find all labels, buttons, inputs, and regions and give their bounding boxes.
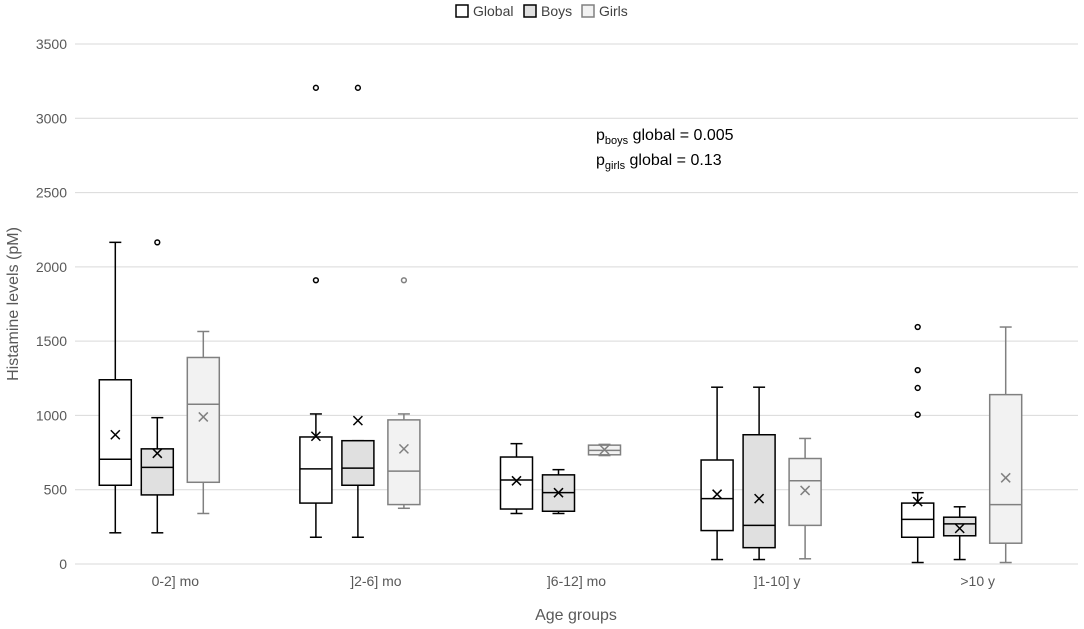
legend-label-girls: Girls [599,3,628,19]
annotation-p-boys-base: p [596,127,605,144]
box-iqr [341,439,375,487]
box-global [900,323,935,564]
mean-marker [398,443,409,454]
annotation-p-girls: pgirls global = 0.13 [596,152,722,172]
outlier-point [914,366,921,374]
y-tick-label: 500 [44,482,68,498]
box-boys [742,386,776,561]
legend-swatch-boys [523,4,537,18]
x-tick-label: 0-2] mo [152,573,200,589]
x-tick-label: ]1-10] y [754,573,801,589]
annotation-p-boys-text: global = 0.005 [628,127,734,144]
x-axis: 0-2] mo ]2-6] mo ]6-12] mo ]1-10] y >10 y [75,563,1078,589]
y-tick-label: 1000 [36,407,67,423]
y-tick-label: 3000 [36,110,67,126]
annotation-p-girls-text: global = 0.13 [625,152,722,169]
box-iqr [140,448,175,496]
annotation-p-boys-sub: boys [605,135,629,147]
box-boys [140,239,175,534]
annotation-p-girls-base: p [596,152,605,169]
box-iqr [988,393,1023,544]
gridlines [75,43,1078,565]
y-axis-title: Histamine levels (pM) [5,227,22,381]
mean-marker [800,485,811,496]
mean-marker [912,496,923,507]
mean-marker [754,493,765,504]
outlier-point [914,411,921,418]
mean-marker [352,415,363,426]
outlier-point [914,384,921,392]
mean-marker [152,448,163,459]
legend-label-boys: Boys [541,3,572,19]
y-tick-label: 2000 [36,259,67,275]
mean-marker [599,444,610,455]
box-girls [988,326,1023,564]
y-tick-label: 2500 [36,185,67,201]
legend: Global Boys Girls [455,3,628,19]
box-iqr [942,516,977,537]
legend-swatch-girls [581,4,595,18]
mean-marker [712,489,723,500]
mean-marker [1000,472,1011,483]
box-iqr [788,457,822,527]
x-tick-label: ]2-6] mo [350,573,402,589]
box-iqr [299,436,333,504]
box-boys [341,84,375,539]
box-girls [387,277,421,510]
mean-marker [310,431,321,442]
box-iqr [98,379,133,487]
y-tick-label: 3500 [36,36,67,52]
box-boys [541,468,576,515]
box-girls [788,437,822,560]
plot-area [98,84,1023,564]
x-tick-label: ]6-12] mo [547,573,606,589]
box-global [98,241,133,534]
outlier-point [312,277,320,284]
mean-marker [198,411,209,422]
mean-marker [553,487,564,498]
box-iqr [387,419,421,506]
mean-marker [511,475,522,486]
outlier-point [914,323,921,331]
box-iqr [186,356,221,484]
box-global [499,442,534,515]
legend-label-global: Global [473,3,513,19]
box-girls [186,330,221,515]
outlier-point [354,84,362,91]
annotation-p-girls-sub: girls [605,160,626,172]
outlier-point [154,239,161,246]
outlier-point [400,277,408,284]
box-boys [942,506,977,561]
outlier-point [312,84,320,91]
x-axis-title: Age groups [535,607,617,624]
box-global [700,386,734,561]
legend-swatch-global [455,4,469,18]
box-global [299,84,333,539]
mean-marker [954,523,965,534]
y-tick-label: 0 [59,556,67,572]
y-tick-label: 1500 [36,333,67,349]
box-iqr [742,433,776,549]
box-girls [587,443,622,457]
x-tick-label: >10 y [960,573,995,589]
y-axis-ticks: 0 500 1000 1500 2000 2500 3000 3500 [36,36,67,572]
mean-marker [110,429,121,440]
annotation-p-boys: pboys global = 0.005 [596,127,734,147]
box-iqr [700,459,734,532]
box-iqr [499,456,534,510]
